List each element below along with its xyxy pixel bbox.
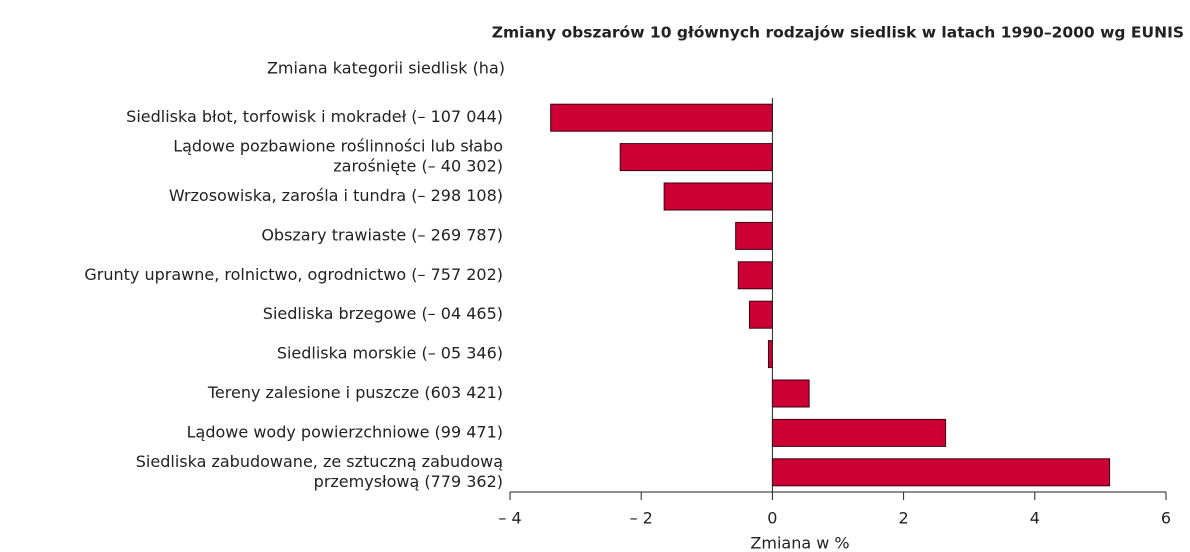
bar (737, 261, 773, 290)
y-tick-label: Siedliska brzegowe (– 04 465) (263, 304, 503, 323)
bar (550, 103, 773, 132)
bar (767, 340, 773, 369)
y-tick-label: Wrzosowiska, zarośla i tundra (– 298 108… (169, 186, 503, 205)
x-tick-label: 2 (899, 509, 909, 528)
bar (735, 221, 773, 250)
bar (663, 182, 773, 211)
x-tick-label: 0 (767, 509, 777, 528)
subtitle: Zmiana kategorii siedlisk (ha) (267, 59, 505, 78)
y-tick-label: zarośnięte (– 40 302) (333, 157, 503, 176)
y-tick-label: Siedliska błot, torfowisk i mokradeł (– … (126, 107, 503, 126)
y-tick-label: Siedliska morskie (– 05 346) (277, 344, 503, 363)
y-tick-label: Grunty uprawne, rolnictwo, ogrodnictwo (… (84, 265, 503, 284)
x-tick-label: 4 (1030, 509, 1040, 528)
x-tick-label: – 2 (630, 509, 653, 528)
bar (771, 418, 947, 447)
y-tick-label: Lądowe wody powierzchniowe (99 471) (187, 422, 503, 441)
x-tick-label: – 4 (498, 509, 521, 528)
y-tick-label: Tereny zalesione i puszcze (603 421) (207, 383, 503, 402)
x-axis-label: Zmiana w % (750, 534, 849, 552)
y-tick-label: Siedliska zabudowane, ze sztuczną zabudo… (136, 452, 503, 471)
bar (748, 300, 773, 329)
bar (619, 143, 773, 172)
x-tick-label: 6 (1161, 509, 1171, 528)
y-tick-label: Obszary trawiaste (– 269 787) (261, 225, 503, 244)
bar (771, 458, 1111, 487)
y-tick-label: przemysłową (779 362) (314, 472, 503, 491)
bar (771, 379, 810, 408)
chart-title: Zmiany obszarów 10 głównych rodzajów sie… (492, 24, 1184, 42)
y-tick-label: Lądowe pozbawione roślinności lub słabo (173, 137, 503, 156)
